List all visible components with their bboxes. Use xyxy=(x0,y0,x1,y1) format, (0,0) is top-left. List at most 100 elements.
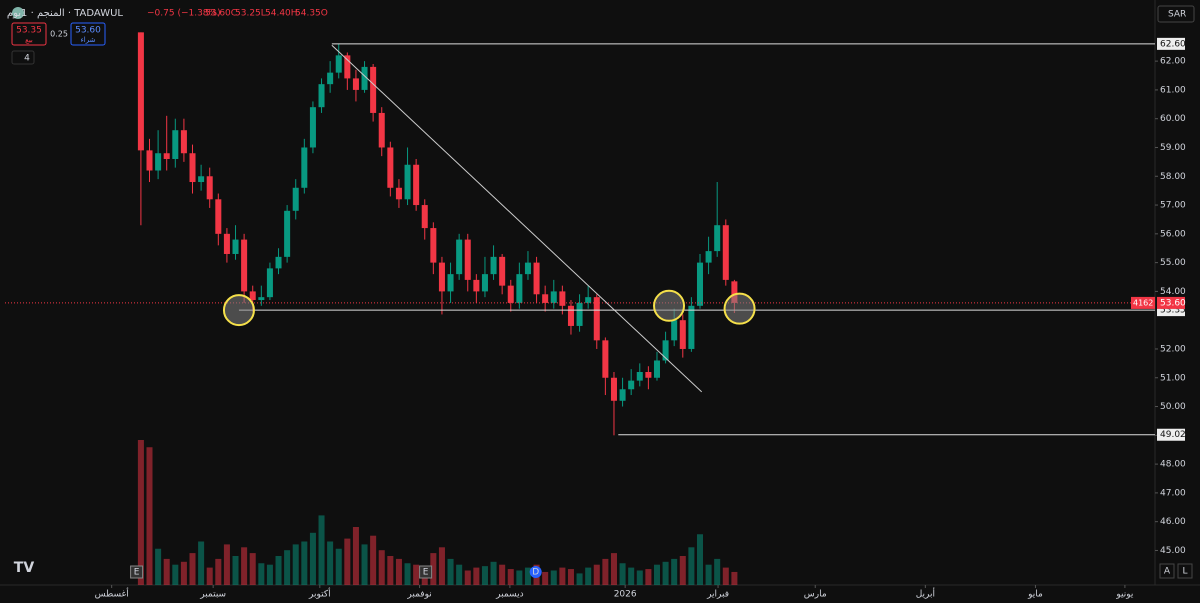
sell-button[interactable] xyxy=(11,22,47,46)
y-tick-label: 50.00 xyxy=(1160,402,1186,412)
candle-body xyxy=(189,153,196,183)
volume-bar xyxy=(361,544,368,585)
close-value: 53.60C xyxy=(205,9,237,19)
auto: A xyxy=(1164,567,1171,577)
volume-bar xyxy=(344,538,351,585)
candle-body xyxy=(688,305,695,349)
volume-bar xyxy=(335,548,342,585)
candle-body xyxy=(137,32,144,151)
candle-body xyxy=(473,279,480,292)
change: −0.75 (−1.38%) xyxy=(147,9,221,19)
candle-body xyxy=(696,262,703,306)
volume-bar xyxy=(559,567,566,585)
volume-bar xyxy=(619,563,626,585)
volume-bar xyxy=(464,570,471,585)
volume-bar xyxy=(714,558,721,585)
x-tick-label: ديسمبر xyxy=(495,590,523,600)
candle-body xyxy=(318,84,325,108)
candle-body xyxy=(344,55,351,79)
candle-body xyxy=(327,72,334,85)
spread: 0.25 xyxy=(50,30,68,39)
candle-body xyxy=(163,153,170,159)
volume-bar xyxy=(232,556,239,585)
open-value: 54.35O xyxy=(295,9,328,19)
volume-bar xyxy=(585,567,592,585)
volume-bar xyxy=(507,569,514,585)
price-label-box xyxy=(1157,428,1185,441)
volume-bar xyxy=(292,544,299,585)
candle-body xyxy=(671,320,678,341)
candle-body xyxy=(172,130,179,159)
highlight-circle xyxy=(222,294,255,327)
volume-bar xyxy=(370,535,377,585)
volume-bar xyxy=(576,573,583,585)
x-tick-label: نوفمبر xyxy=(406,590,431,600)
currency-button[interactable] xyxy=(1157,5,1195,23)
log-button[interactable] xyxy=(1177,563,1193,579)
candle-body xyxy=(464,239,471,280)
sell-price: 53.35 xyxy=(16,26,42,36)
volume-bar xyxy=(481,566,488,585)
brand-logo: TV xyxy=(14,560,35,576)
price-label: 62.60 xyxy=(1160,39,1186,49)
volume-bar xyxy=(653,564,660,585)
price-label: 53.35 xyxy=(1160,306,1186,316)
volume-bar xyxy=(189,553,196,585)
candle-body xyxy=(576,302,583,326)
event-label: E xyxy=(134,568,140,578)
y-tick-label: 54.00 xyxy=(1160,287,1186,297)
candle-body xyxy=(241,239,248,292)
candle-body xyxy=(722,225,729,280)
candle-body xyxy=(628,380,635,390)
candle-body xyxy=(301,147,308,188)
buy-button[interactable] xyxy=(70,22,106,46)
candle-body xyxy=(155,153,162,171)
last-volume-label: 4162 xyxy=(1133,298,1153,307)
candle-body xyxy=(284,210,291,257)
volume-bar xyxy=(249,553,256,585)
volume-bar xyxy=(413,564,420,585)
event-marker xyxy=(419,565,433,579)
candle-body xyxy=(550,291,557,303)
candle-body xyxy=(507,285,514,303)
volume-bar xyxy=(137,440,144,585)
highlight-circle xyxy=(723,292,756,325)
volume-bar xyxy=(473,567,480,585)
volume-bar xyxy=(456,564,463,585)
volume-bar xyxy=(198,541,205,585)
volume-bar xyxy=(645,569,652,585)
candle-body xyxy=(585,297,592,303)
y-tick-label: 62.00 xyxy=(1160,57,1186,67)
x-tick-label: مايو xyxy=(1027,590,1043,600)
currency: SAR xyxy=(1168,10,1186,20)
candle-body xyxy=(447,274,454,292)
volume-bar xyxy=(301,541,308,585)
indicator-toggle[interactable] xyxy=(11,50,35,65)
volume-bar xyxy=(499,564,506,585)
volume-bar xyxy=(610,553,617,585)
volume-bar xyxy=(705,564,712,585)
volume-bar xyxy=(550,570,557,585)
volume-bar xyxy=(215,558,222,585)
volume-bar xyxy=(180,561,187,585)
volume-bar xyxy=(378,550,385,585)
candle-body xyxy=(559,291,566,306)
candle-body xyxy=(731,281,738,303)
auto-button[interactable] xyxy=(1159,563,1175,579)
y-tick-label: 45.00 xyxy=(1160,546,1186,556)
y-tick-label: 55.00 xyxy=(1160,258,1186,268)
candle-body xyxy=(258,297,265,301)
volume-bar xyxy=(146,447,153,585)
candle-body xyxy=(610,377,617,401)
volume-bar xyxy=(430,553,437,585)
volume-bar xyxy=(318,515,325,585)
sell-label: بيع xyxy=(25,36,33,44)
candle-body xyxy=(602,340,609,378)
candle-body xyxy=(421,205,428,229)
y-tick-label: 51.00 xyxy=(1160,373,1186,383)
x-tick-label: يونيو xyxy=(1115,590,1134,600)
volume-bar xyxy=(266,564,273,585)
event-label: E xyxy=(423,568,429,578)
volume-bar xyxy=(327,541,334,585)
